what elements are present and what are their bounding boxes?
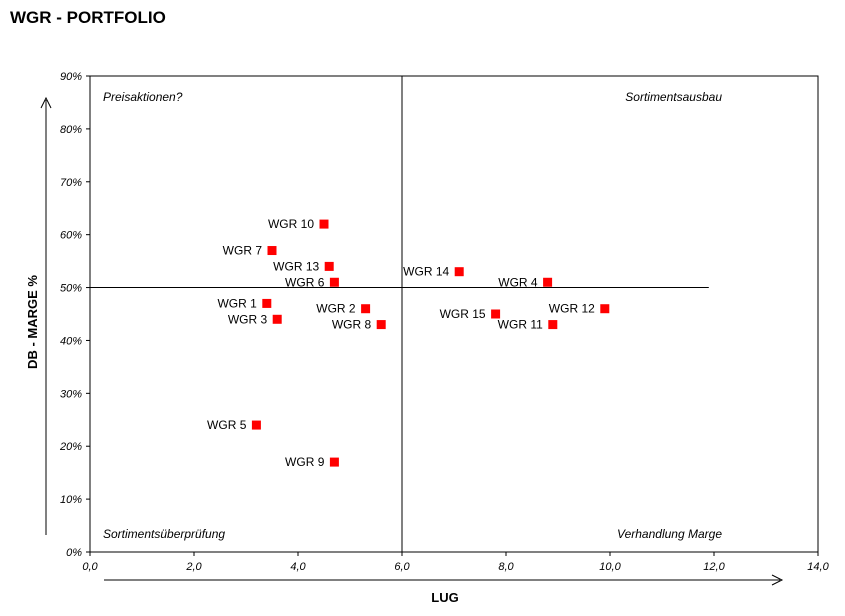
data-point-marker xyxy=(329,277,339,287)
page-title: WGR - PORTFOLIO xyxy=(10,8,166,27)
x-tick-label: 12,0 xyxy=(703,561,725,573)
quadrant-label-top-right: Sortimentsausbau xyxy=(625,90,722,104)
data-point-marker xyxy=(376,320,386,330)
x-tick-label: 14,0 xyxy=(807,561,829,573)
x-axis-title: LUG xyxy=(431,590,458,605)
y-tick-label: 20% xyxy=(59,441,82,453)
data-point-marker xyxy=(454,267,464,277)
data-point-marker xyxy=(319,219,329,229)
data-point-marker xyxy=(267,246,277,256)
quadrant-label-bottom-right: Verhandlung Marge xyxy=(617,527,722,541)
data-point-label: WGR 9 xyxy=(285,455,325,469)
data-point-label: WGR 13 xyxy=(273,259,319,273)
quadrant-dividers xyxy=(90,76,709,552)
y-tick-label: 60% xyxy=(60,230,82,242)
y-tick-label: 90% xyxy=(60,71,82,83)
data-point-label: WGR 3 xyxy=(228,312,268,326)
y-tick-label: 40% xyxy=(60,335,82,347)
data-point-marker xyxy=(543,277,553,287)
y-tick-label: 0% xyxy=(66,547,82,559)
data-point-marker xyxy=(251,420,261,430)
data-point-label: WGR 12 xyxy=(549,302,595,316)
x-tick-label: 2,0 xyxy=(185,561,202,573)
y-axis-arrow-head xyxy=(40,96,52,109)
y-tick-label: 80% xyxy=(60,124,82,136)
data-point-label: WGR 1 xyxy=(217,296,257,310)
data-point-label: WGR 15 xyxy=(440,307,486,321)
data-point-marker xyxy=(548,320,558,330)
x-tick-label: 4,0 xyxy=(290,561,306,573)
y-tick-label: 70% xyxy=(60,177,82,189)
y-axis-ticks: 0% 10% 20% 30% 40% 50% 60% 70% 80% 90% xyxy=(59,71,90,559)
x-tick-label: 10,0 xyxy=(599,561,621,573)
x-axis-arrow-head xyxy=(771,574,784,586)
data-point-marker xyxy=(600,304,610,314)
data-point-label: WGR 6 xyxy=(285,275,325,289)
data-point-label: WGR 7 xyxy=(223,244,263,258)
x-axis-ticks: 0,0 2,0 4,0 6,0 8,0 10,0 12,0 14,0 xyxy=(82,552,830,573)
data-point-marker xyxy=(324,261,334,271)
y-tick-label: 30% xyxy=(60,388,82,400)
data-point-label: WGR 4 xyxy=(498,275,538,289)
x-tick-label: 0,0 xyxy=(82,561,98,573)
data-point-marker xyxy=(272,314,282,324)
y-tick-label: 10% xyxy=(60,494,82,506)
quadrant-labels: Preisaktionen? Sortimentsausbau Sortimen… xyxy=(103,90,722,541)
x-tick-label: 6,0 xyxy=(394,561,410,573)
quadrant-label-bottom-left: Sortimentsüberprüfung xyxy=(103,527,225,541)
data-point-label: WGR 11 xyxy=(498,318,543,332)
data-point-label: WGR 5 xyxy=(207,418,247,432)
quadrant-label-top-left: Preisaktionen? xyxy=(103,90,183,104)
data-points: WGR 1 WGR 2 WGR 3 WGR 4 WGR 5 WGR 6 WGR 7 WGR 8… xyxy=(207,217,610,469)
data-point-marker xyxy=(262,298,272,308)
data-point-label: WGR 14 xyxy=(403,265,449,279)
data-point-marker xyxy=(329,457,339,467)
x-tick-label: 8,0 xyxy=(498,561,514,573)
data-point-label: WGR 8 xyxy=(332,318,372,332)
y-axis-title: DB - MARGE % xyxy=(25,275,40,369)
data-point-label: WGR 2 xyxy=(316,302,356,316)
data-point-marker xyxy=(361,304,371,314)
y-tick-label: 50% xyxy=(60,283,82,295)
data-point-marker xyxy=(491,309,501,319)
data-point-label: WGR 10 xyxy=(268,217,314,231)
plot-area xyxy=(89,75,819,553)
